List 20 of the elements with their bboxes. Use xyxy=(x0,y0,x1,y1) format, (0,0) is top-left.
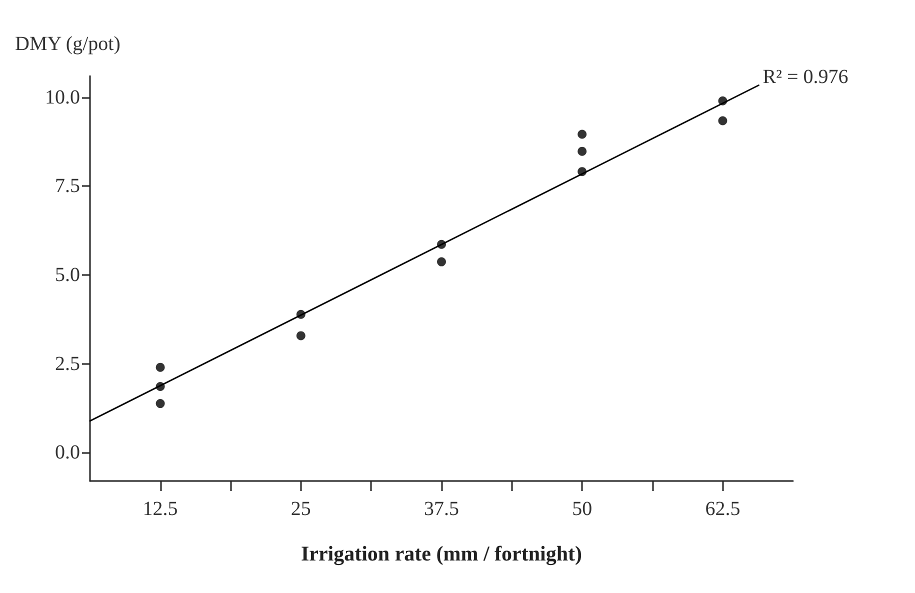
x-tick-label: 50 xyxy=(572,498,592,520)
x-axis-title: Irrigation rate (mm / fortnight) xyxy=(300,542,582,566)
x-tick-label: 62.5 xyxy=(705,498,740,520)
y-tick-label: 5.0 xyxy=(55,264,80,286)
y-axis-title: DMY (g/pot) xyxy=(15,33,120,55)
y-tick-label: 10.0 xyxy=(45,86,80,108)
y-tick-label: 7.5 xyxy=(55,175,80,198)
point xyxy=(437,257,446,266)
point xyxy=(156,362,165,372)
annotation: R² = 0.976 xyxy=(762,66,848,88)
point xyxy=(578,130,587,139)
y-tick-label: 2.5 xyxy=(55,352,80,375)
x-tick-label: 12.5 xyxy=(142,498,178,520)
point xyxy=(578,146,587,156)
y-tick-label: 0.0 xyxy=(55,442,80,464)
x-tick-label: 37.5 xyxy=(424,498,459,520)
point xyxy=(156,399,165,408)
x-tick-label: 25 xyxy=(290,498,311,520)
point xyxy=(296,331,306,340)
point xyxy=(718,116,728,126)
